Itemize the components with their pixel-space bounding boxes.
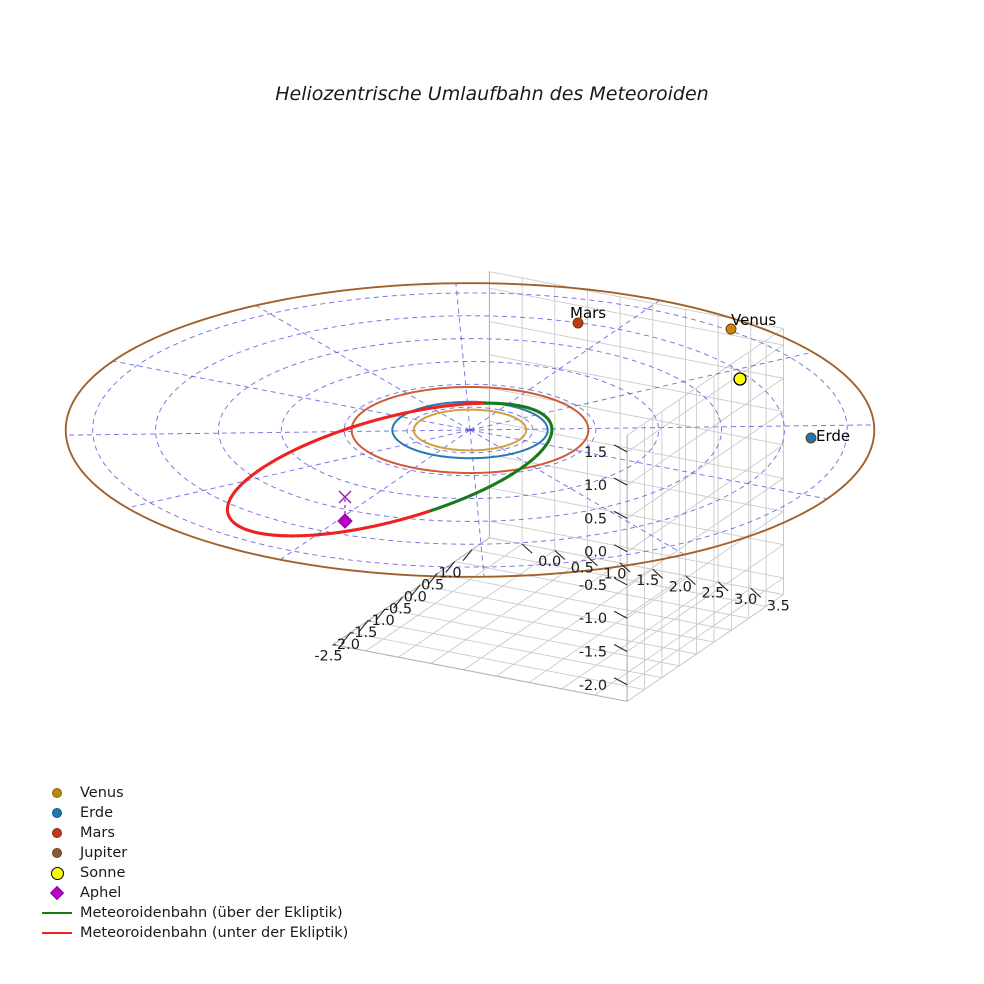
- legend-marker-dot: [50, 866, 64, 880]
- legend-key-line: [34, 911, 80, 915]
- point-label-mars: Mars: [570, 304, 606, 322]
- legend-key-circle: [34, 848, 80, 858]
- tick-label: 3.0: [734, 592, 757, 608]
- legend-marker-diamond: [49, 885, 65, 901]
- tick-label: 1.0: [584, 478, 607, 494]
- axis-tick-labels: 1.51.00.50.0-0.5-1.0-1.5-2.0-2.5-2.0-1.5…: [314, 445, 790, 694]
- legend-label: Mars: [80, 825, 115, 841]
- legend-label: Venus: [80, 785, 124, 801]
- tick-label: 1.5: [584, 445, 607, 461]
- tick-label: -1.0: [366, 613, 394, 629]
- tick-label: 1.0: [603, 567, 626, 583]
- legend-label: Jupiter: [80, 845, 128, 861]
- legend-item-erde[interactable]: Erde: [34, 803, 364, 823]
- meteoroid-orbit: [225, 401, 554, 538]
- legend: Venus Erde Mars Jupiter Sonne Aphel Meteoroide…: [34, 783, 364, 943]
- tick-label: -0.5: [579, 578, 607, 594]
- tick-label: 1.0: [439, 566, 462, 582]
- legend-key-line: [34, 931, 80, 935]
- point-label-venus: Venus: [731, 311, 776, 329]
- tick-label: 0.5: [584, 511, 607, 527]
- legend-item-mars[interactable]: Mars: [34, 823, 364, 843]
- tick-label: 0.5: [571, 560, 594, 576]
- point-label-erde: Erde: [816, 427, 850, 445]
- legend-marker-dot: [52, 808, 62, 818]
- marker-erde: [805, 432, 817, 444]
- legend-item-jupiter[interactable]: Jupiter: [34, 843, 364, 863]
- tick-label: -2.0: [579, 678, 607, 694]
- legend-marker-dot: [52, 828, 62, 838]
- tick-label: -1.0: [579, 611, 607, 627]
- tick-label: 0.5: [421, 578, 444, 594]
- tick-label: -0.5: [384, 601, 412, 617]
- legend-key-circle: [34, 828, 80, 838]
- legend-label: Meteoroidenbahn (über der Ekliptik): [80, 905, 343, 921]
- tick-label: -1.5: [579, 644, 607, 660]
- legend-item-meteoroidenbahn[interactable]: Meteoroidenbahn (über der Ekliptik): [34, 903, 364, 923]
- legend-marker-line: [42, 931, 72, 935]
- tick-label: -1.5: [349, 625, 377, 641]
- body-markers: [337, 317, 817, 529]
- point-labels: Mars Venus Erde: [570, 304, 850, 445]
- legend-marker-line: [42, 911, 72, 915]
- legend-item-sonne[interactable]: Sonne: [34, 863, 364, 883]
- marker-mars: [572, 317, 584, 329]
- legend-item-aphel[interactable]: Aphel: [34, 883, 364, 903]
- planet-orbits: [64, 282, 876, 578]
- legend-item-meteoroidenbahn[interactable]: Meteoroidenbahn (unter der Ekliptik): [34, 923, 364, 943]
- polar-grid: [66, 283, 874, 577]
- tick-label: 0.0: [404, 589, 427, 605]
- tick-label: -2.5: [314, 649, 342, 665]
- tick-label: 1.5: [636, 573, 659, 589]
- legend-marker-dot: [52, 788, 62, 798]
- page-title: Heliozentrische Umlaufbahn des Meteoroid…: [275, 83, 708, 105]
- legend-label: Aphel: [80, 885, 122, 901]
- legend-item-venus[interactable]: Venus: [34, 783, 364, 803]
- tick-label: 2.0: [669, 579, 692, 595]
- marker-sonne: [733, 372, 747, 386]
- axes-panes-grid: [332, 271, 784, 702]
- legend-key-diamond: [34, 885, 80, 901]
- tick-label: 0.0: [538, 554, 561, 570]
- axis-ticks: [341, 444, 762, 686]
- marker-venus: [725, 323, 737, 335]
- legend-marker-dot: [52, 848, 62, 858]
- tick-label: -2.0: [332, 637, 360, 653]
- legend-label: Meteoroidenbahn (unter der Ekliptik): [80, 925, 349, 941]
- legend-key-circle: [34, 808, 80, 818]
- legend-label: Sonne: [80, 865, 126, 881]
- marker-aphel: [337, 513, 353, 529]
- legend-key-circle: [34, 788, 80, 798]
- legend-key-circle: [34, 866, 80, 880]
- tick-label: 2.5: [701, 586, 724, 602]
- tick-label: 0.0: [584, 545, 607, 561]
- tick-label: 3.5: [767, 598, 790, 614]
- legend-label: Erde: [80, 805, 113, 821]
